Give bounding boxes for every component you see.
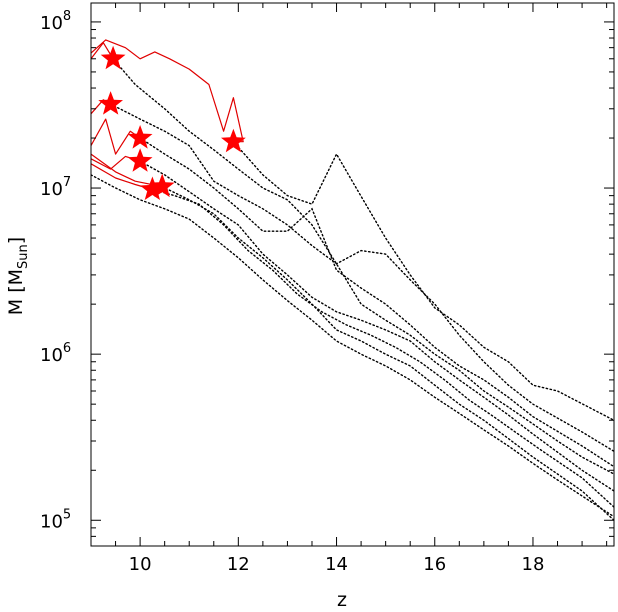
y-tick-label-base: 10 [40, 13, 63, 34]
series-4-dotted-line [139, 137, 614, 468]
y-tick-label-exponent: 6 [63, 341, 71, 356]
y-tick-label: 106 [40, 341, 71, 366]
series-2-solid-line [91, 39, 244, 143]
star-marker-2 [221, 128, 246, 153]
star-marker-6 [140, 176, 165, 200]
series-6-dotted-line [151, 188, 614, 508]
y-tick-label-base: 10 [40, 179, 63, 200]
star-marker-7 [149, 173, 175, 198]
x-tick-label: 10 [129, 554, 152, 575]
star-marker-5 [127, 148, 153, 172]
y-axis-label-close: ] [5, 237, 27, 244]
markers [98, 45, 246, 200]
y-axis-label-main: M [M [5, 269, 27, 315]
series-5-dotted-line [139, 160, 614, 492]
series-2-dotted-line [232, 140, 614, 421]
star-marker-4 [127, 125, 153, 149]
x-tick-label: 18 [522, 554, 545, 575]
y-tick-label-exponent: 7 [63, 175, 71, 190]
x-tick-label: 16 [423, 554, 446, 575]
y-tick-label: 108 [40, 9, 71, 34]
x-tick-label: 14 [325, 554, 348, 575]
y-tick-label-base: 10 [40, 511, 63, 532]
series-7-dotted-line [161, 185, 614, 521]
x-axis-label: z [337, 589, 347, 611]
x-tick-label: 12 [227, 554, 250, 575]
series-7-solid-line [91, 153, 163, 188]
y-axis-label-sub: Sun [16, 244, 31, 269]
series-8-dotted-line [91, 174, 614, 518]
y-axis-label: M [MSun] [5, 237, 31, 315]
y-tick-label: 107 [40, 175, 71, 200]
star-marker-3 [98, 91, 123, 115]
y-tick-label: 105 [40, 507, 71, 532]
series-3-dotted-line [109, 103, 614, 452]
series-4-solid-line [91, 118, 141, 155]
y-tick-label-exponent: 8 [63, 9, 71, 24]
y-tick-label-exponent: 5 [63, 507, 71, 522]
y-tick-label-base: 10 [40, 345, 63, 366]
series-1-dotted-line [112, 58, 614, 475]
star-marker-1 [100, 45, 126, 70]
